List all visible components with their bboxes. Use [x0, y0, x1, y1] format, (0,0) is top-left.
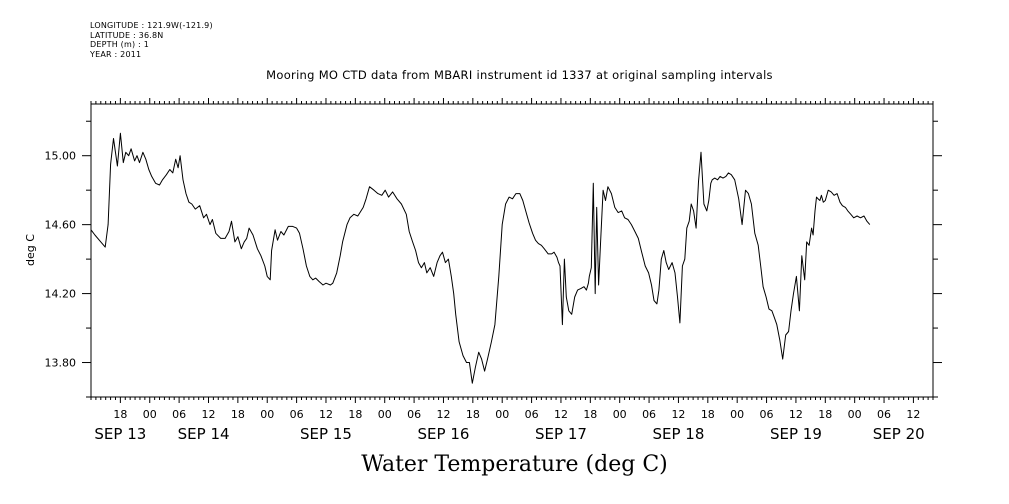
x-tick-label: 18 [701, 408, 715, 421]
x-day-label: SEP 20 [873, 425, 925, 443]
x-tick-label: 18 [113, 408, 127, 421]
x-tick-label: 06 [642, 408, 656, 421]
x-tick-label: 00 [378, 408, 392, 421]
y-tick-label: 13.80 [45, 357, 77, 370]
x-day-label: SEP 17 [535, 425, 587, 443]
x-day-label: SEP 16 [418, 425, 470, 443]
x-tick-label: 18 [818, 408, 832, 421]
temperature-series-line [90, 132, 871, 384]
x-tick-label: 12 [906, 408, 920, 421]
x-tick-label: 06 [525, 408, 539, 421]
latitude-label: LATITUDE : 36.8N [90, 30, 164, 40]
series-group [90, 132, 871, 384]
x-day-label: SEP 19 [770, 425, 822, 443]
x-tick-label: 06 [877, 408, 891, 421]
x-tick-label: 12 [554, 408, 568, 421]
x-tick-label: 12 [319, 408, 333, 421]
x-tick-label: 12 [201, 408, 215, 421]
x-day-label: SEP 14 [178, 425, 230, 443]
x-tick-label: 00 [613, 408, 627, 421]
x-tick-label: 00 [495, 408, 509, 421]
x-axis-title: Water Temperature (deg C) [361, 452, 668, 477]
x-tick-label: 12 [789, 408, 803, 421]
x-tick-label: 12 [436, 408, 450, 421]
x-tick-label: 06 [407, 408, 421, 421]
x-tick-label: 00 [730, 408, 744, 421]
y-tick-label: 15.00 [45, 150, 77, 163]
x-tick-label: 18 [231, 408, 245, 421]
y-tick-label: 14.20 [45, 288, 77, 301]
x-tick-label: 00 [143, 408, 157, 421]
longitude-label: LONGITUDE : 121.9W(-121.9) [90, 21, 213, 30]
tick-group: 18 00 06 12 18 00 06 12 18 00 06 12 18 00 06 12 18 00 06 12… [45, 98, 942, 443]
x-day-label: SEP 15 [300, 425, 352, 443]
x-day-label: SEP 18 [652, 425, 704, 443]
y-axis-label: deg C [24, 234, 37, 266]
x-tick-label: 18 [348, 408, 362, 421]
x-tick-label: 18 [466, 408, 480, 421]
x-tick-label: 06 [760, 408, 774, 421]
depth-label: DEPTH (m) : 1 [90, 40, 149, 49]
metadata-block: LONGITUDE : 121.9W(-121.9) LATITUDE : 36… [90, 21, 213, 59]
year-label: YEAR : 2011 [90, 49, 142, 59]
x-tick-label: 18 [583, 408, 597, 421]
x-tick-label: 00 [260, 408, 274, 421]
chart-title: Mooring MO CTD data from MBARI instrumen… [266, 68, 773, 82]
x-tick-label: 06 [290, 408, 304, 421]
x-tick-label: 00 [848, 408, 862, 421]
x-day-label: SEP 13 [94, 425, 146, 443]
y-tick-label: 14.60 [45, 219, 77, 232]
x-tick-label: 06 [172, 408, 186, 421]
x-tick-label: 12 [671, 408, 685, 421]
